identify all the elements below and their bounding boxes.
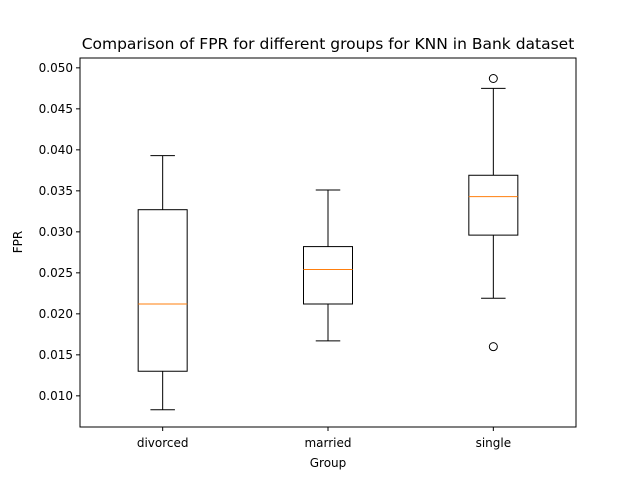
y-tick-label: 0.025 — [39, 266, 73, 280]
outlier-point — [488, 342, 498, 352]
y-tick-label: 0.040 — [39, 143, 73, 157]
y-tick-label: 0.035 — [39, 184, 73, 198]
boxes — [137, 74, 519, 411]
x-axis: divorced married single — [137, 427, 511, 450]
plot-frame — [79, 57, 577, 428]
iqr-box — [468, 174, 519, 236]
y-tick-label: 0.015 — [39, 348, 73, 362]
x-tick-label: married — [304, 436, 351, 450]
y-tick-label: 0.010 — [39, 389, 73, 403]
box-divorced — [137, 155, 188, 411]
y-tick-label: 0.020 — [39, 307, 73, 321]
y-tick-label: 0.045 — [39, 102, 73, 116]
y-tick-label: 0.050 — [39, 61, 73, 75]
chart-title: Comparison of FPR for different groups f… — [82, 35, 575, 53]
x-axis-label: Group — [310, 456, 347, 470]
box-married — [303, 189, 353, 342]
iqr-box — [303, 246, 353, 305]
x-tick-label: divorced — [137, 436, 189, 450]
x-tick-label: single — [476, 436, 512, 450]
y-tick-label: 0.030 — [39, 225, 73, 239]
y-axis: 0.010 0.015 0.020 0.025 0.030 0.035 0.040 0.045… — [39, 61, 80, 403]
y-axis-label: FPR — [11, 231, 25, 253]
iqr-box — [137, 209, 188, 372]
box-single — [468, 74, 519, 352]
outlier-point — [488, 74, 498, 83]
